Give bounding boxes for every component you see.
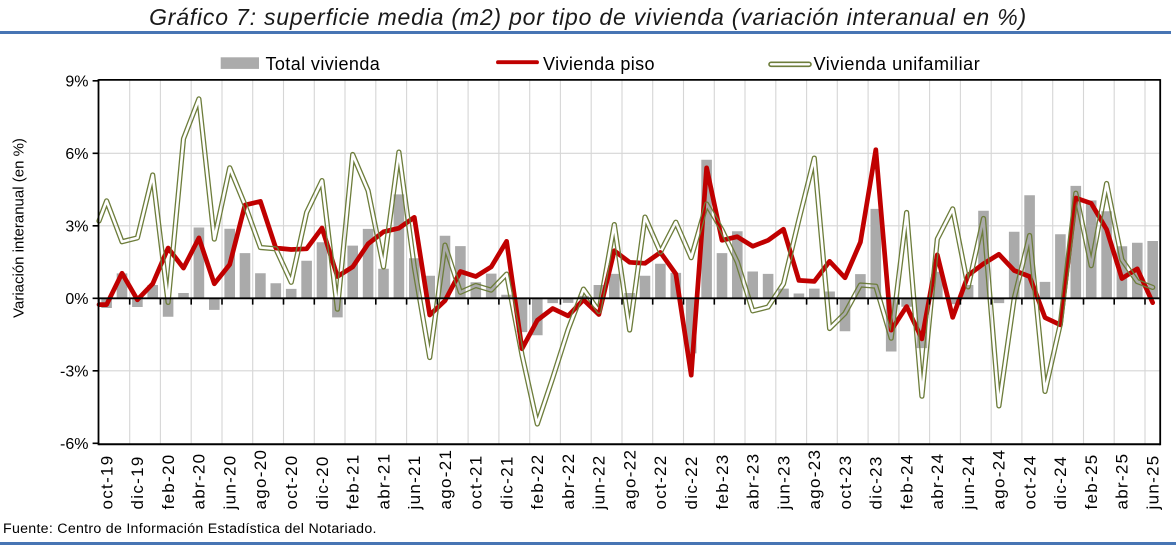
svg-text:dic-22: dic-22 [682,455,701,509]
svg-text:dic-23: dic-23 [867,455,886,509]
svg-text:abr-25: abr-25 [1113,453,1132,510]
svg-text:feb-21: feb-21 [344,453,363,509]
svg-text:feb-25: feb-25 [1082,453,1101,509]
svg-text:ago-20: ago-20 [251,449,270,510]
svg-text:jun-23: jun-23 [774,454,793,510]
svg-text:Vivienda piso: Vivienda piso [543,54,655,74]
svg-text:jun-22: jun-22 [590,454,609,510]
svg-text:jun-21: jun-21 [405,454,424,510]
svg-text:oct-22: oct-22 [651,454,670,509]
svg-text:jun-24: jun-24 [959,454,978,510]
svg-text:ago-24: ago-24 [990,449,1009,510]
svg-text:ago-22: ago-22 [620,449,639,510]
svg-text:abr-20: abr-20 [190,453,209,510]
svg-text:0%: 0% [65,291,88,308]
svg-text:-6%: -6% [60,436,88,453]
svg-text:feb-23: feb-23 [713,453,732,509]
svg-text:dic-24: dic-24 [1051,455,1070,509]
svg-text:Total vivienda: Total vivienda [266,54,381,74]
svg-text:dic-19: dic-19 [128,455,147,509]
svg-text:jun-25: jun-25 [1144,454,1163,510]
svg-text:oct-23: oct-23 [836,454,855,509]
svg-text:6%: 6% [65,146,88,163]
svg-text:abr-24: abr-24 [928,453,947,510]
svg-text:oct-24: oct-24 [1020,454,1039,509]
svg-text:abr-22: abr-22 [559,453,578,510]
svg-text:Variación interanual (en %): Variación interanual (en %) [11,138,28,318]
svg-text:ago-21: ago-21 [436,449,455,510]
svg-text:3%: 3% [65,219,88,236]
svg-text:feb-20: feb-20 [159,453,178,509]
svg-text:ago-23: ago-23 [805,449,824,510]
svg-text:oct-21: oct-21 [467,454,486,509]
svg-text:feb-22: feb-22 [528,453,547,509]
svg-text:feb-24: feb-24 [897,453,916,509]
svg-text:Vivienda unifamiliar: Vivienda unifamiliar [814,54,981,74]
svg-text:dic-20: dic-20 [313,455,332,509]
svg-text:oct-20: oct-20 [282,454,301,509]
svg-text:abr-21: abr-21 [374,453,393,510]
svg-text:9%: 9% [65,74,88,91]
svg-text:jun-20: jun-20 [221,454,240,510]
svg-text:abr-23: abr-23 [744,453,763,510]
svg-text:-3%: -3% [60,364,88,381]
svg-text:dic-21: dic-21 [497,455,516,509]
svg-text:oct-19: oct-19 [97,454,116,509]
